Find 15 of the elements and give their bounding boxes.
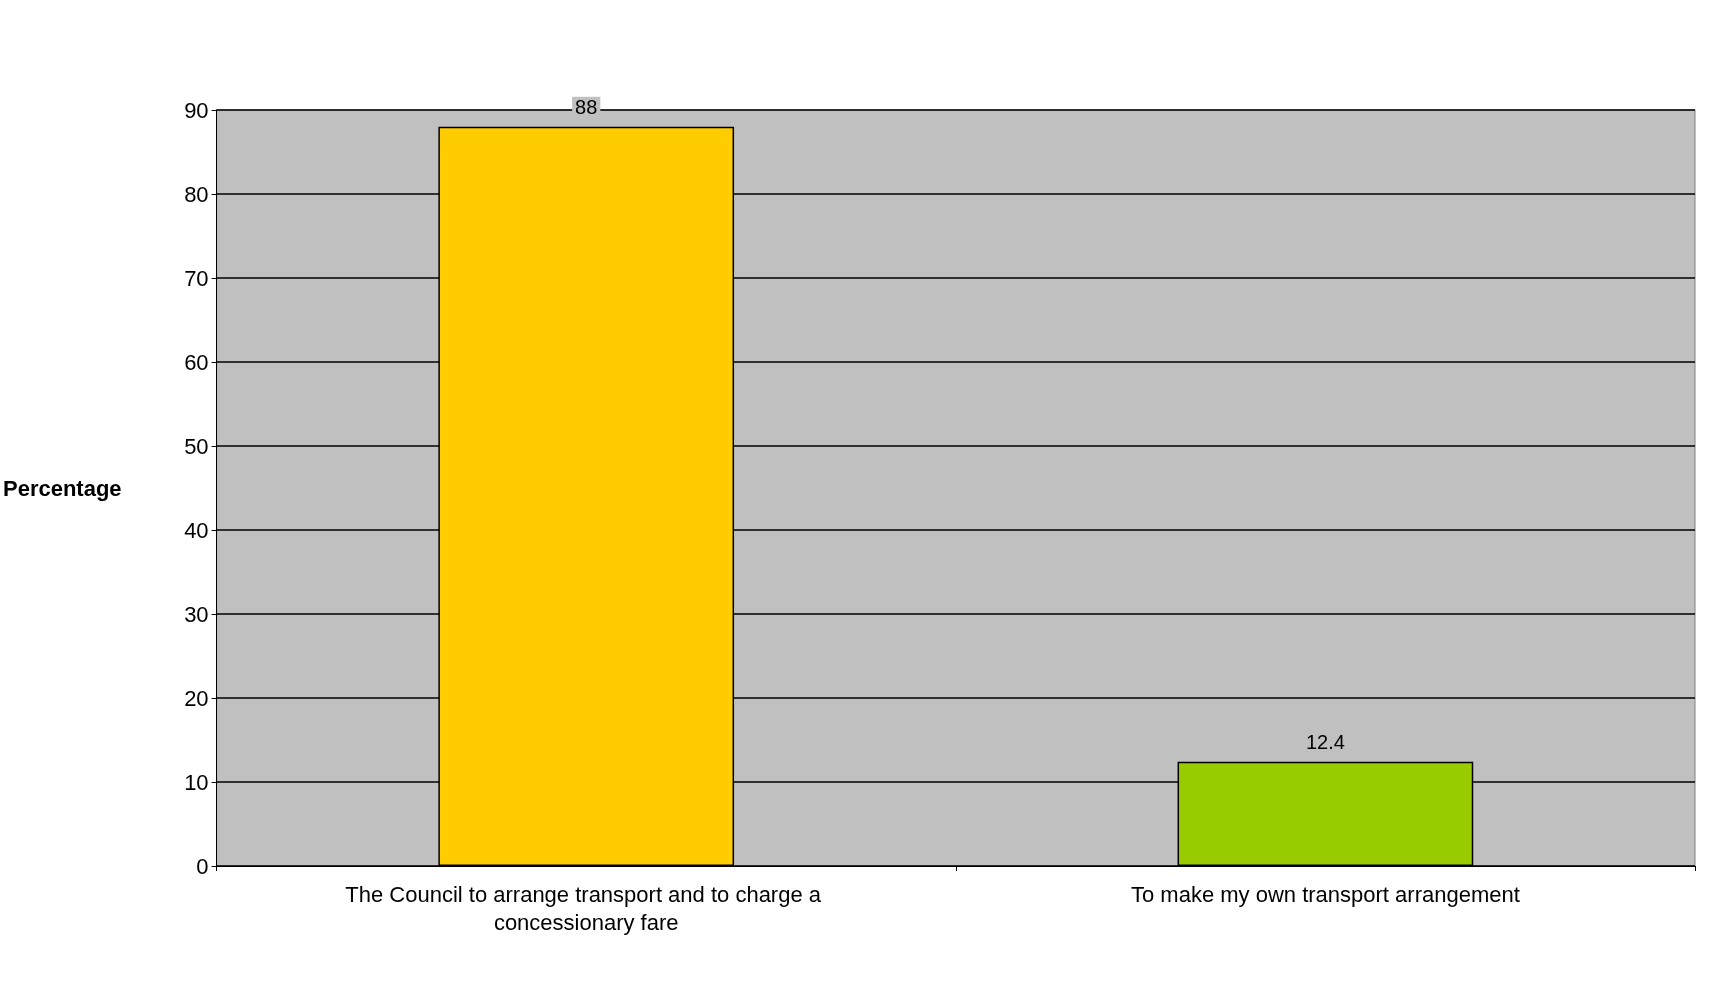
y-tick-label: 50 [184, 433, 209, 459]
x-tick-label: To make my own transport arrangement [1130, 881, 1520, 907]
y-tick-label: 60 [184, 349, 209, 375]
data-label: 88 [575, 95, 598, 118]
y-tick-label: 80 [184, 181, 209, 207]
y-tick-label: 70 [184, 265, 209, 291]
data-label: 12.4 [1305, 730, 1345, 753]
y-tick-label: 90 [184, 97, 209, 123]
y-axis-title: Percentage [2, 475, 122, 501]
y-tick-label: 10 [184, 769, 209, 795]
y-tick-label: 20 [184, 685, 209, 711]
y-tick-label: 40 [184, 517, 209, 543]
y-tick-label: 30 [184, 601, 209, 627]
y-tick-label: 0 [196, 853, 209, 879]
x-tick-label: The Council to arrange transport and to charge a concessionary fare [345, 881, 828, 935]
